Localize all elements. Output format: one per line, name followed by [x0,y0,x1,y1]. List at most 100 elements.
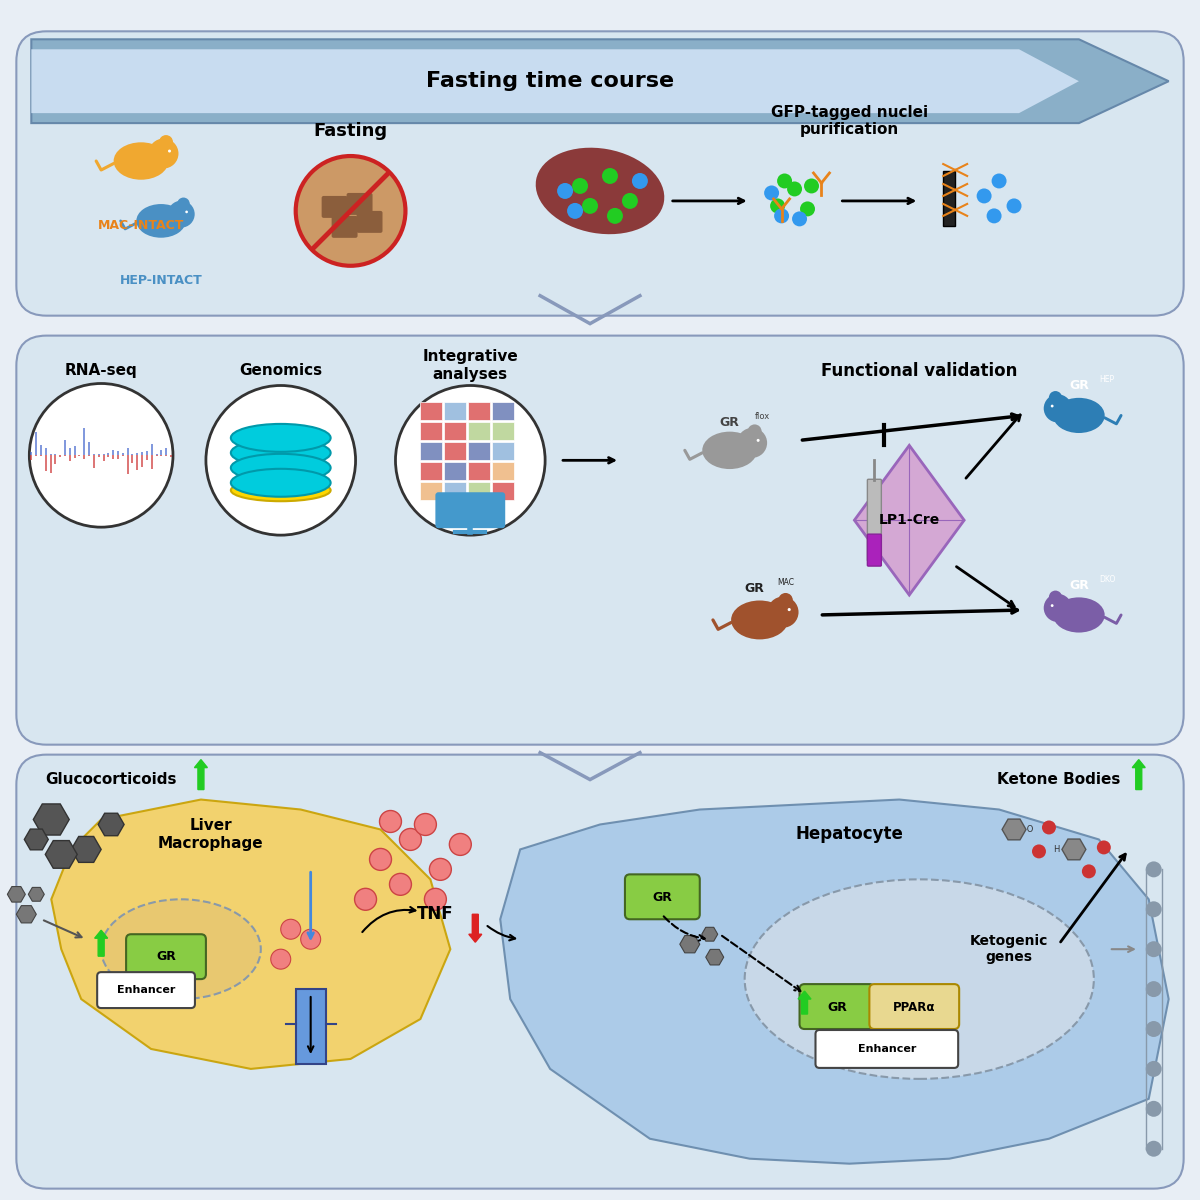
Circle shape [787,608,791,611]
Bar [492,402,514,420]
Text: GR: GR [1069,379,1088,392]
Circle shape [149,138,179,168]
Polygon shape [1002,820,1026,840]
Circle shape [986,209,1002,223]
Circle shape [582,198,598,214]
Polygon shape [17,906,36,923]
FancyBboxPatch shape [97,972,194,1008]
Circle shape [632,173,648,188]
Circle shape [29,384,173,527]
Text: Fasting: Fasting [313,122,388,140]
Bar [420,482,443,500]
Bar [468,422,491,440]
Text: HEP-INTACT: HEP-INTACT [120,275,203,287]
FancyBboxPatch shape [322,196,348,218]
Circle shape [1146,1141,1162,1157]
Text: GR: GR [745,582,764,594]
Text: Glucocorticoids: Glucocorticoids [46,772,176,787]
Polygon shape [1062,839,1086,859]
Text: Enhancer: Enhancer [116,985,175,995]
Text: GFP-tagged nuclei
purification: GFP-tagged nuclei purification [770,104,928,137]
Circle shape [168,150,170,152]
Polygon shape [854,445,964,595]
FancyBboxPatch shape [331,216,358,238]
Circle shape [768,596,798,628]
Circle shape [602,168,618,184]
Text: GR: GR [720,416,739,428]
Circle shape [770,198,785,214]
FancyBboxPatch shape [625,875,700,919]
Circle shape [800,202,815,216]
Circle shape [1146,1061,1162,1076]
Circle shape [1146,1100,1162,1117]
FancyBboxPatch shape [868,534,881,566]
FancyBboxPatch shape [356,211,383,233]
Circle shape [396,385,545,535]
Circle shape [301,929,320,949]
Polygon shape [7,887,25,902]
Text: GR: GR [828,1001,847,1014]
FancyArrow shape [469,914,481,942]
Circle shape [185,210,188,214]
Polygon shape [500,799,1169,1164]
Circle shape [178,198,190,210]
Circle shape [757,439,760,442]
Bar [420,402,443,420]
Bar [468,482,491,500]
Circle shape [29,384,173,527]
Polygon shape [29,888,44,901]
Polygon shape [31,40,1169,124]
Bar [420,443,443,461]
Circle shape [568,203,583,218]
Bar [492,443,514,461]
Text: GR: GR [652,890,672,904]
FancyArrow shape [1133,760,1145,790]
Text: Ketone Bodies: Ketone Bodies [997,772,1121,787]
Circle shape [804,179,818,193]
Circle shape [1044,594,1072,622]
Circle shape [737,428,767,458]
Circle shape [1097,840,1111,854]
Circle shape [1146,1021,1162,1037]
Circle shape [792,211,808,227]
Text: Ketogenic
genes: Ketogenic genes [970,934,1049,965]
Circle shape [774,209,790,223]
Bar [468,462,491,480]
Ellipse shape [101,899,260,1000]
Text: TNF: TNF [418,905,454,923]
Text: Enhancer: Enhancer [858,1044,917,1054]
Circle shape [1007,198,1021,214]
Circle shape [779,593,793,607]
Ellipse shape [230,454,331,481]
Circle shape [1146,901,1162,917]
Ellipse shape [230,439,331,467]
Circle shape [1082,864,1096,878]
Text: Genomics: Genomics [239,364,323,378]
FancyBboxPatch shape [869,984,959,1030]
Text: Liver
Macrophage: Liver Macrophage [158,818,264,851]
FancyArrow shape [798,991,811,1014]
Ellipse shape [137,204,186,238]
Circle shape [1032,845,1046,858]
Circle shape [449,834,472,856]
FancyBboxPatch shape [17,336,1183,745]
Bar [420,422,443,440]
Circle shape [557,182,574,199]
Circle shape [281,919,301,940]
Bar [444,402,467,420]
Circle shape [400,828,421,851]
Bar [492,482,514,500]
Text: LP1-Cre: LP1-Cre [878,514,940,527]
Circle shape [977,188,991,204]
Ellipse shape [230,424,331,452]
Circle shape [168,200,194,228]
Circle shape [1051,404,1054,408]
Ellipse shape [230,469,331,497]
Ellipse shape [731,600,788,640]
Circle shape [748,425,762,438]
FancyBboxPatch shape [799,984,875,1030]
Bar [468,402,491,420]
Bar [444,422,467,440]
Polygon shape [295,989,325,1064]
Circle shape [370,848,391,870]
